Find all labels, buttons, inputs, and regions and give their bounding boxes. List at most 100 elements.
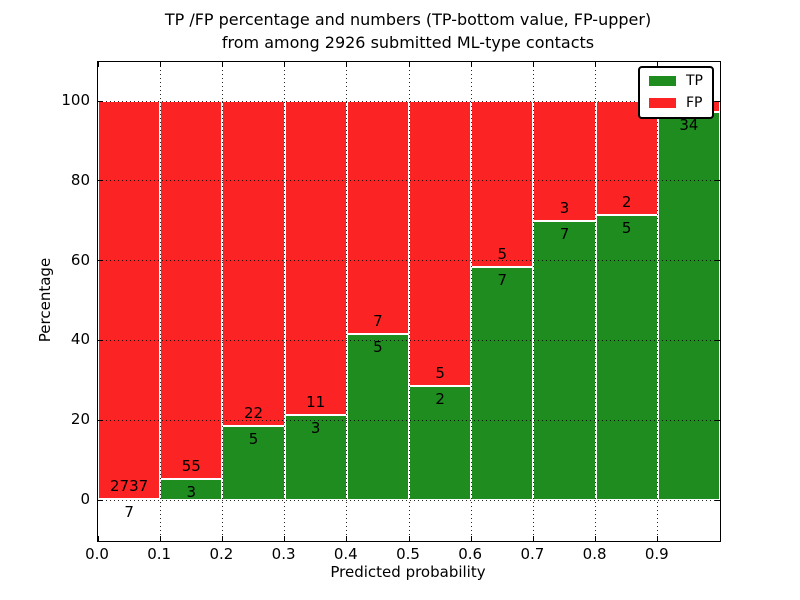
x-tick-label: 0.4 <box>333 545 358 563</box>
chart-title-line1: TP /FP percentage and numbers (TP-bottom… <box>164 10 652 29</box>
bars-layer <box>98 62 720 541</box>
y-tickmark-right <box>715 339 720 341</box>
x-tick-label: 0.6 <box>458 545 483 563</box>
tp-count-label: 7 <box>124 502 134 521</box>
bar-segment-tp <box>595 215 658 500</box>
x-tickmark-bottom <box>408 536 410 541</box>
tp-count-label: 5 <box>373 337 383 356</box>
bar-segment-fp <box>284 101 347 415</box>
tp-count-label: 3 <box>186 483 197 502</box>
x-tickmark-top <box>408 62 410 67</box>
gridline-vertical <box>657 62 659 541</box>
gridline-vertical <box>470 62 472 541</box>
bar-segment-tp <box>160 479 223 500</box>
x-tickmark-top <box>657 62 659 67</box>
x-tick-label: 0.3 <box>271 545 296 563</box>
bar-segment-fp <box>346 101 409 334</box>
x-tickmark-bottom <box>719 536 721 541</box>
x-tickmark-top <box>284 62 286 67</box>
y-tick-label: 80 <box>70 170 90 189</box>
x-tickmark-bottom <box>97 536 99 541</box>
tp-count-label: 3 <box>310 418 321 437</box>
y-tickmark-left <box>98 100 103 102</box>
bar-segment-tp <box>222 426 285 500</box>
x-tickmark-top <box>595 62 597 67</box>
bar-segment-tp <box>657 112 720 500</box>
y-tick-label: 100 <box>61 91 90 109</box>
bar-segment-fp <box>222 101 285 427</box>
y-axis-label: Percentage <box>36 257 54 343</box>
legend-label-tp: TP <box>686 73 703 89</box>
fp-swatch-icon <box>649 98 676 108</box>
tp-count-label: 34 <box>679 116 699 135</box>
y-tickmark-left <box>98 499 103 501</box>
x-tickmark-bottom <box>159 536 161 541</box>
fp-count-label: 5 <box>497 245 508 264</box>
tickmarks-layer <box>97 62 721 541</box>
x-tick-label: 0.5 <box>396 545 420 563</box>
bar-segment-tp <box>346 333 409 500</box>
legend: TP FP <box>638 66 714 119</box>
y-tickmark-left <box>98 180 103 182</box>
bar-segment-fp <box>533 101 596 221</box>
fp-count-label: 3 <box>559 198 570 217</box>
x-tickmark-bottom <box>221 536 223 541</box>
fp-count-label: 22 <box>243 404 264 423</box>
y-tick-label: 20 <box>70 410 90 429</box>
y-tickmark-left <box>98 260 103 262</box>
x-tick-label: 0.1 <box>147 545 172 563</box>
bar-segment-fp <box>409 101 472 386</box>
bar-segment-fp <box>160 101 223 480</box>
fp-count-label: 55 <box>181 457 201 476</box>
gridline-vertical <box>221 62 223 541</box>
fp-count-label: 11 <box>306 392 326 411</box>
tp-count-label: 5 <box>621 219 632 237</box>
fp-count-label: 2737 <box>110 476 149 495</box>
y-tick-label: 60 <box>70 250 90 269</box>
x-tickmark-bottom <box>284 536 286 541</box>
gridline-vertical <box>532 62 534 541</box>
y-tick-label: 40 <box>70 330 90 349</box>
y-tickmark-left <box>98 419 103 421</box>
tp-count-label: 2 <box>435 390 445 408</box>
chart-title-line2: from among 2926 submitted ML-type contac… <box>221 33 595 52</box>
x-tick-label: 0.8 <box>582 545 607 563</box>
legend-item-tp: TP <box>649 74 703 88</box>
y-tickmark-right <box>715 180 720 182</box>
bar-segment-tp <box>471 267 534 500</box>
grid-layer <box>98 62 720 541</box>
gridline-vertical <box>595 62 597 541</box>
bar-segment-fp <box>471 101 534 268</box>
x-tickmark-top <box>97 62 99 67</box>
x-tickmark-bottom <box>470 536 472 541</box>
y-tickmark-left <box>98 339 103 341</box>
bar-segment-fp <box>595 101 658 215</box>
tp-count-label: 5 <box>248 430 259 449</box>
x-tickmark-top <box>346 62 348 67</box>
x-tickmark-bottom <box>595 536 597 541</box>
tp-count-label: 7 <box>559 224 570 243</box>
x-axis-label: Predicted probability <box>330 563 486 581</box>
y-tickmark-right <box>715 260 720 262</box>
x-tickmark-top <box>719 62 721 67</box>
bar-segment-fp <box>98 101 161 499</box>
plot-area: 273775532251137552573725134 TP FP <box>97 61 721 542</box>
x-tick-label: 0.2 <box>209 545 234 563</box>
x-tick-label: 0.9 <box>644 545 669 563</box>
bar-segment-tp <box>533 220 596 500</box>
bar-segment-tp <box>409 386 472 500</box>
tp-count-label: 7 <box>497 271 508 290</box>
x-tickmark-bottom <box>532 536 534 541</box>
gridline-vertical <box>408 62 410 541</box>
x-tick-label: 0.7 <box>520 545 545 563</box>
x-tickmark-bottom <box>346 536 348 541</box>
tp-swatch-icon <box>649 76 676 86</box>
y-tickmark-right <box>715 499 720 501</box>
fp-count-label: 2 <box>621 193 632 211</box>
x-tickmark-top <box>470 62 472 67</box>
x-tickmark-top <box>159 62 161 67</box>
y-tickmark-right <box>715 100 720 102</box>
chart-title: TP /FP percentage and numbers (TP-bottom… <box>97 8 719 54</box>
gridline-vertical <box>284 62 286 541</box>
